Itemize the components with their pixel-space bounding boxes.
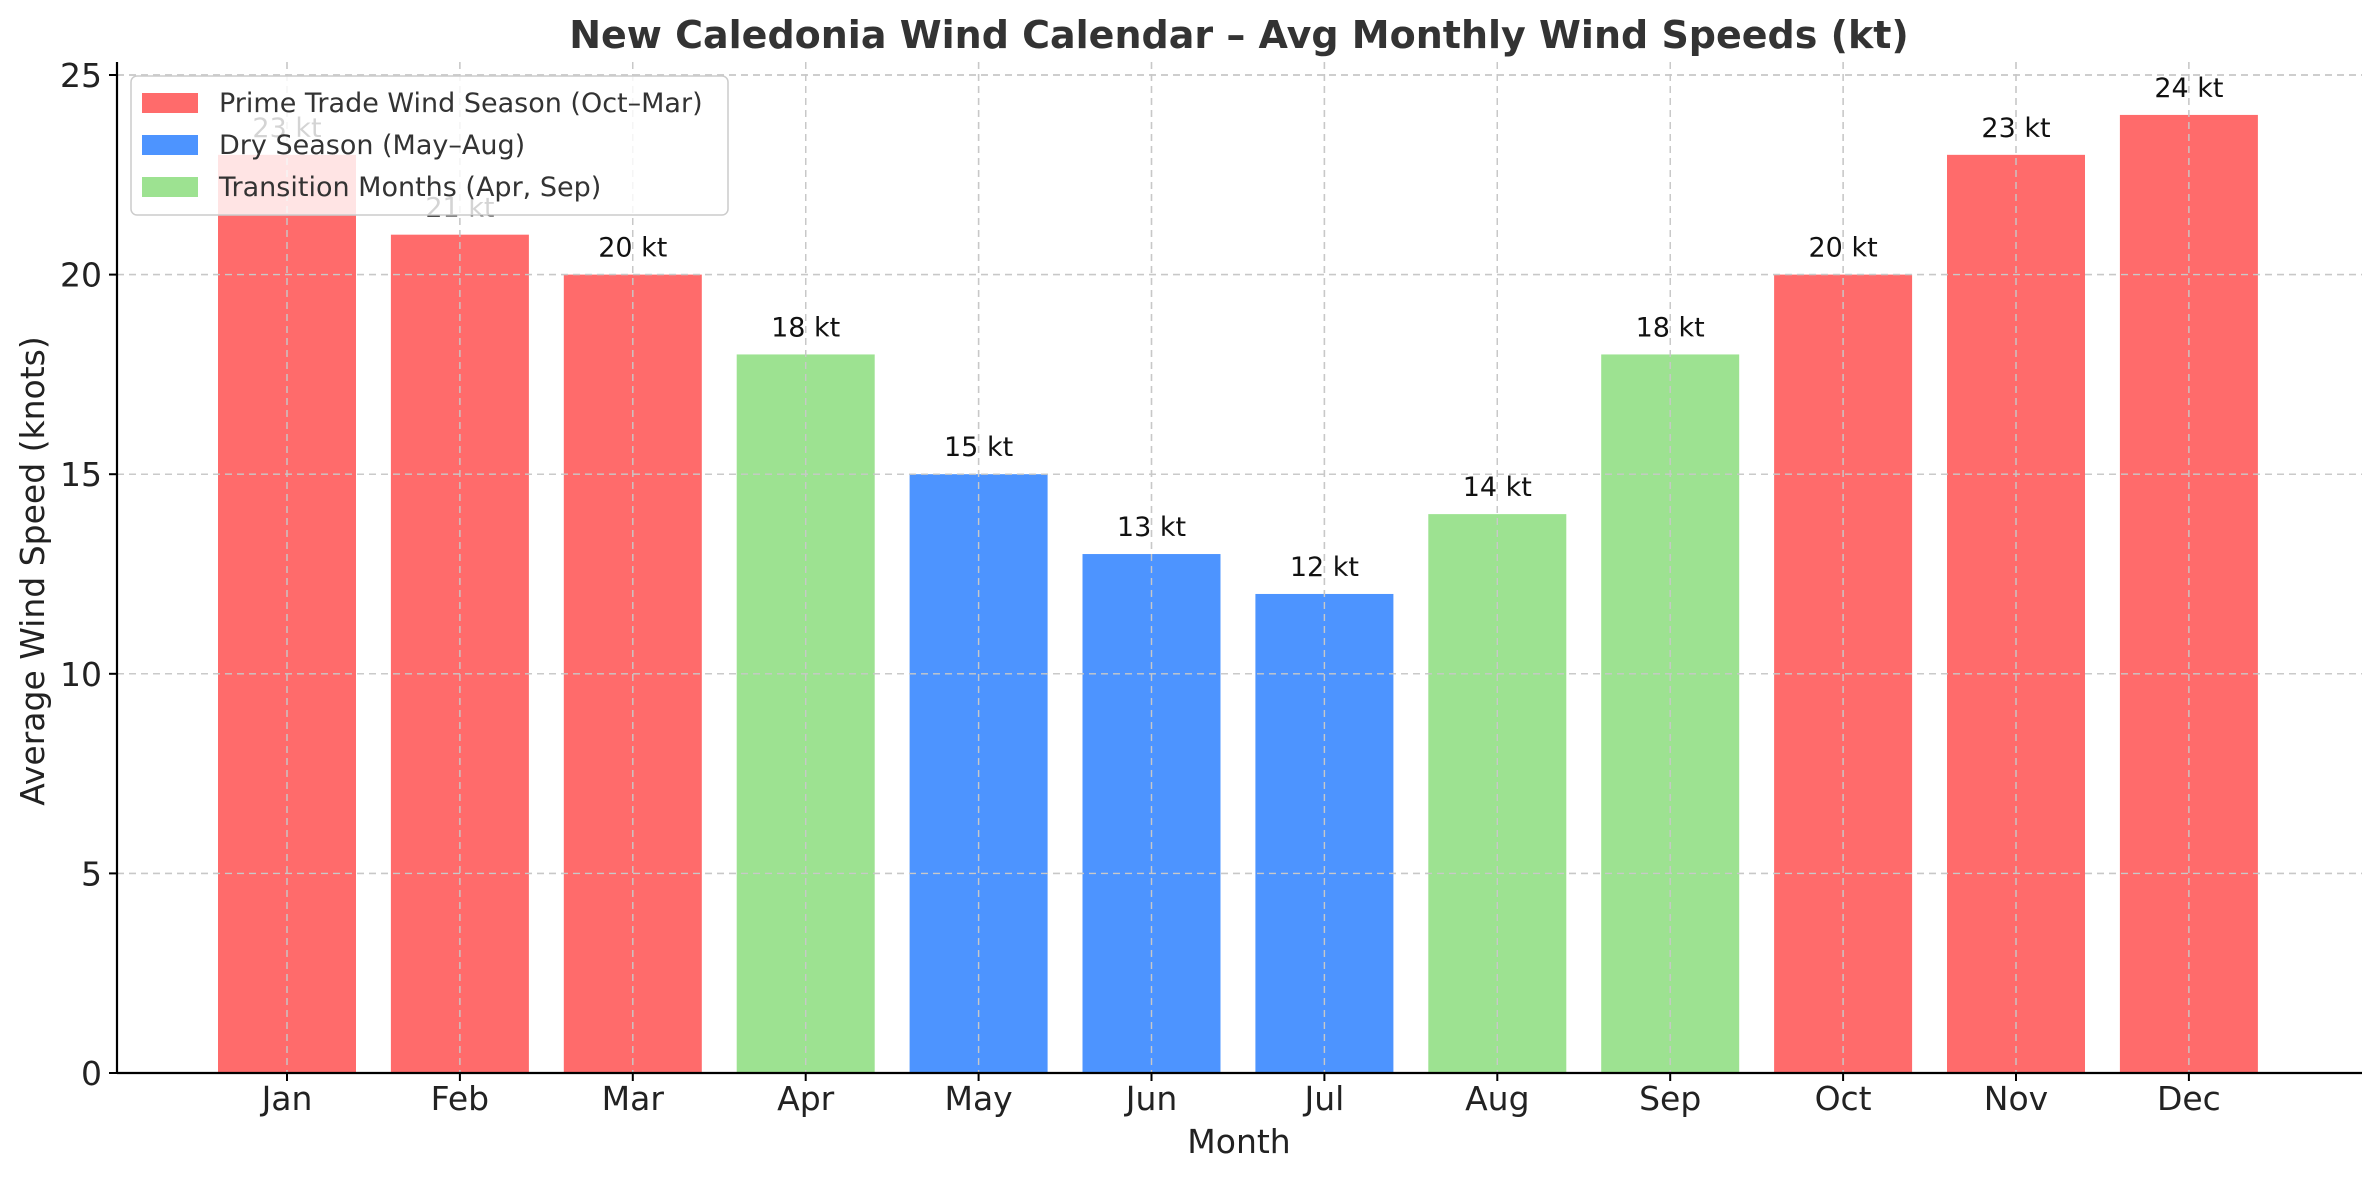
x-tick-label-jul: Jul bbox=[1302, 1079, 1344, 1118]
legend-item-dry: Dry Season (May–Aug) bbox=[142, 130, 525, 161]
legend-item-prime: Prime Trade Wind Season (Oct–Mar) bbox=[142, 88, 703, 119]
chart-title: New Caledonia Wind Calendar – Avg Monthl… bbox=[569, 13, 1909, 57]
y-axis-label: Average Wind Speed (knots) bbox=[13, 336, 52, 805]
x-axis-label: Month bbox=[1187, 1122, 1290, 1161]
data-label-apr: 18 kt bbox=[771, 312, 840, 343]
y-tick-label-0: 0 bbox=[81, 1054, 102, 1093]
x-tick-label-oct: Oct bbox=[1815, 1079, 1872, 1118]
x-tick-label-mar: Mar bbox=[602, 1079, 665, 1118]
legend-label-transition: Transition Months (Apr, Sep) bbox=[218, 172, 601, 203]
data-label-dec: 24 kt bbox=[2154, 73, 2223, 104]
y-tick-label-20: 20 bbox=[60, 256, 102, 295]
data-label-jul: 12 kt bbox=[1290, 552, 1359, 583]
x-tick-label-dec: Dec bbox=[2157, 1079, 2221, 1118]
y-tick-label-15: 15 bbox=[60, 455, 102, 494]
legend: Prime Trade Wind Season (Oct–Mar) Dry Se… bbox=[130, 75, 729, 216]
x-tick-label-jan: Jan bbox=[260, 1079, 313, 1118]
x-tick-label-jun: Jun bbox=[1124, 1079, 1178, 1118]
legend-label-prime: Prime Trade Wind Season (Oct–Mar) bbox=[219, 88, 703, 119]
data-label-mar: 20 kt bbox=[598, 233, 667, 264]
x-tick-label-aug: Aug bbox=[1465, 1079, 1529, 1118]
legend-swatch-prime bbox=[142, 93, 198, 113]
x-tick-label-may: May bbox=[944, 1079, 1012, 1118]
data-label-oct: 20 kt bbox=[1809, 233, 1878, 264]
data-label-may: 15 kt bbox=[944, 432, 1013, 463]
x-tick-label-nov: Nov bbox=[1984, 1079, 2048, 1118]
y-tick-label-10: 10 bbox=[60, 655, 102, 694]
x-tick-label-apr: Apr bbox=[777, 1079, 835, 1118]
x-tick-label-feb: Feb bbox=[431, 1079, 489, 1118]
legend-label-dry: Dry Season (May–Aug) bbox=[219, 130, 525, 161]
data-label-jun: 13 kt bbox=[1117, 512, 1186, 543]
data-label-nov: 23 kt bbox=[1981, 113, 2050, 144]
x-tick-label-sep: Sep bbox=[1639, 1079, 1701, 1118]
y-tick-labels: 0 5 10 15 20 25 bbox=[60, 56, 117, 1093]
y-tick-label-25: 25 bbox=[60, 56, 102, 95]
data-label-sep: 18 kt bbox=[1636, 312, 1705, 343]
axes-layer bbox=[115, 62, 2362, 1075]
data-label-aug: 14 kt bbox=[1463, 472, 1532, 503]
legend-swatch-transition bbox=[142, 177, 198, 197]
legend-box bbox=[130, 75, 729, 216]
legend-swatch-dry bbox=[142, 135, 198, 155]
x-tick-labels: Jan Feb Mar Apr May Jun Jul Aug Sep Oct Nov Dec bbox=[260, 1073, 2221, 1118]
y-tick-label-5: 5 bbox=[81, 854, 102, 893]
bars-layer bbox=[117, 62, 2362, 1074]
legend-item-transition: Transition Months (Apr, Sep) bbox=[142, 172, 601, 203]
